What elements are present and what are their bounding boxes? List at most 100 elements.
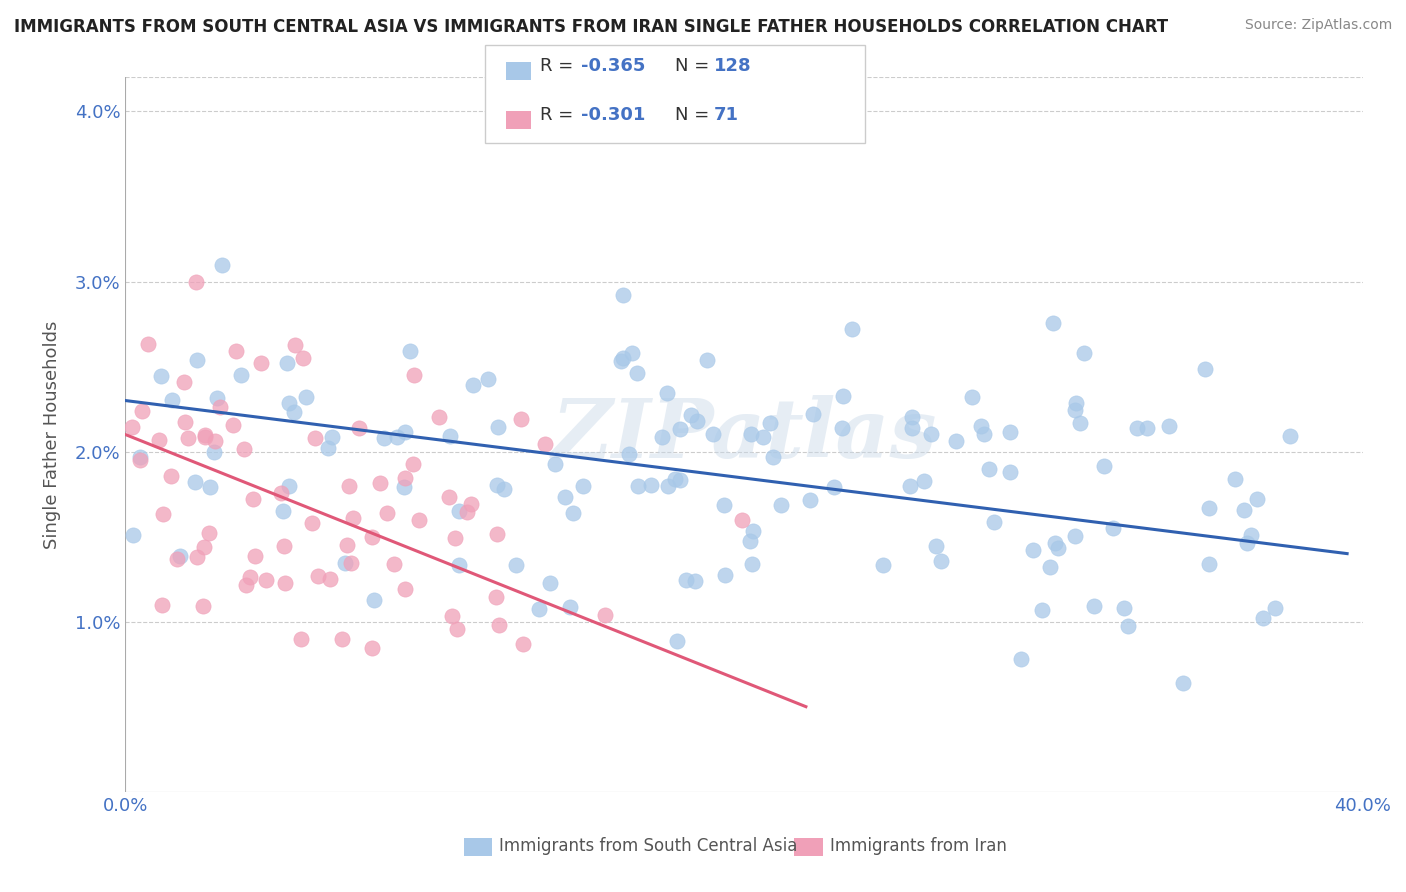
Point <box>1264 600 1286 615</box>
Point <box>740 533 762 548</box>
Point <box>512 636 534 650</box>
Point <box>488 618 510 632</box>
Point <box>477 372 499 386</box>
Point <box>1136 420 1159 434</box>
Point <box>486 478 509 492</box>
Point <box>447 504 470 518</box>
Point <box>150 599 173 613</box>
Point <box>1047 541 1070 556</box>
Point <box>205 391 228 405</box>
Point <box>211 258 233 272</box>
Text: Immigrants from Iran: Immigrants from Iran <box>830 837 1007 855</box>
Point <box>543 458 565 472</box>
Point <box>669 422 692 436</box>
Point <box>657 386 679 401</box>
Point <box>193 540 215 554</box>
Point <box>245 549 267 563</box>
Text: N =: N = <box>675 57 714 75</box>
Point <box>929 554 952 568</box>
Point <box>270 485 292 500</box>
Point <box>651 430 673 444</box>
Point <box>872 558 894 573</box>
Point <box>1069 417 1091 431</box>
Point <box>274 575 297 590</box>
Point <box>449 558 471 572</box>
Point <box>799 493 821 508</box>
Point <box>186 353 208 368</box>
Point <box>363 593 385 607</box>
Point <box>347 421 370 435</box>
Point <box>384 557 406 571</box>
Point <box>572 479 595 493</box>
Point <box>920 427 942 442</box>
Point <box>640 477 662 491</box>
Point <box>664 472 686 486</box>
Point <box>291 351 314 366</box>
Point <box>316 441 339 455</box>
Point <box>1198 558 1220 572</box>
Point <box>460 497 482 511</box>
Point <box>194 430 217 444</box>
Point <box>683 574 706 589</box>
Point <box>1118 619 1140 633</box>
Point <box>666 634 689 648</box>
Point <box>160 393 183 408</box>
Point <box>225 344 247 359</box>
Point <box>399 344 422 359</box>
Point <box>486 419 509 434</box>
Point <box>485 591 508 605</box>
Point <box>295 390 318 404</box>
Point <box>801 407 824 421</box>
Point <box>337 479 360 493</box>
Point <box>301 516 323 531</box>
Point <box>1125 420 1147 434</box>
Point <box>204 434 226 448</box>
Point <box>186 275 208 289</box>
Point <box>901 409 924 424</box>
Point <box>741 558 763 572</box>
Point <box>1083 599 1105 613</box>
Point <box>626 366 648 380</box>
Point <box>174 416 197 430</box>
Point <box>1064 403 1087 417</box>
Point <box>593 608 616 623</box>
Point <box>560 600 582 615</box>
Text: Immigrants from South Central Asia: Immigrants from South Central Asia <box>499 837 797 855</box>
Point <box>1045 535 1067 549</box>
Point <box>973 427 995 442</box>
Point <box>970 419 993 434</box>
Point <box>527 602 550 616</box>
Point <box>402 457 425 471</box>
Point <box>1194 362 1216 376</box>
Point <box>1000 465 1022 479</box>
Point <box>183 475 205 490</box>
Point <box>177 431 200 445</box>
Point <box>194 428 217 442</box>
Point <box>446 622 468 636</box>
Point <box>439 429 461 443</box>
Point <box>841 322 863 336</box>
Text: -0.301: -0.301 <box>581 106 645 124</box>
Point <box>276 356 298 370</box>
Text: IMMIGRANTS FROM SOUTH CENTRAL ASIA VS IMMIGRANTS FROM IRAN SINGLE FATHER HOUSEHO: IMMIGRANTS FROM SOUTH CENTRAL ASIA VS IM… <box>14 18 1168 36</box>
Point <box>321 430 343 444</box>
Point <box>1279 428 1302 442</box>
Point <box>1171 675 1194 690</box>
Point <box>740 427 762 442</box>
Point <box>731 513 754 527</box>
Point <box>173 375 195 389</box>
Point <box>696 352 718 367</box>
Point <box>339 556 361 570</box>
Point <box>610 354 633 368</box>
Point <box>758 416 780 430</box>
Point <box>290 632 312 647</box>
Point <box>375 506 398 520</box>
Text: ZIPatlas: ZIPatlas <box>551 394 936 475</box>
Point <box>129 450 152 464</box>
Y-axis label: Single Father Households: Single Father Households <box>44 320 60 549</box>
Text: N =: N = <box>675 106 714 124</box>
Point <box>1073 346 1095 360</box>
Point <box>408 513 430 527</box>
Point <box>1198 500 1220 515</box>
Point <box>1038 560 1060 574</box>
